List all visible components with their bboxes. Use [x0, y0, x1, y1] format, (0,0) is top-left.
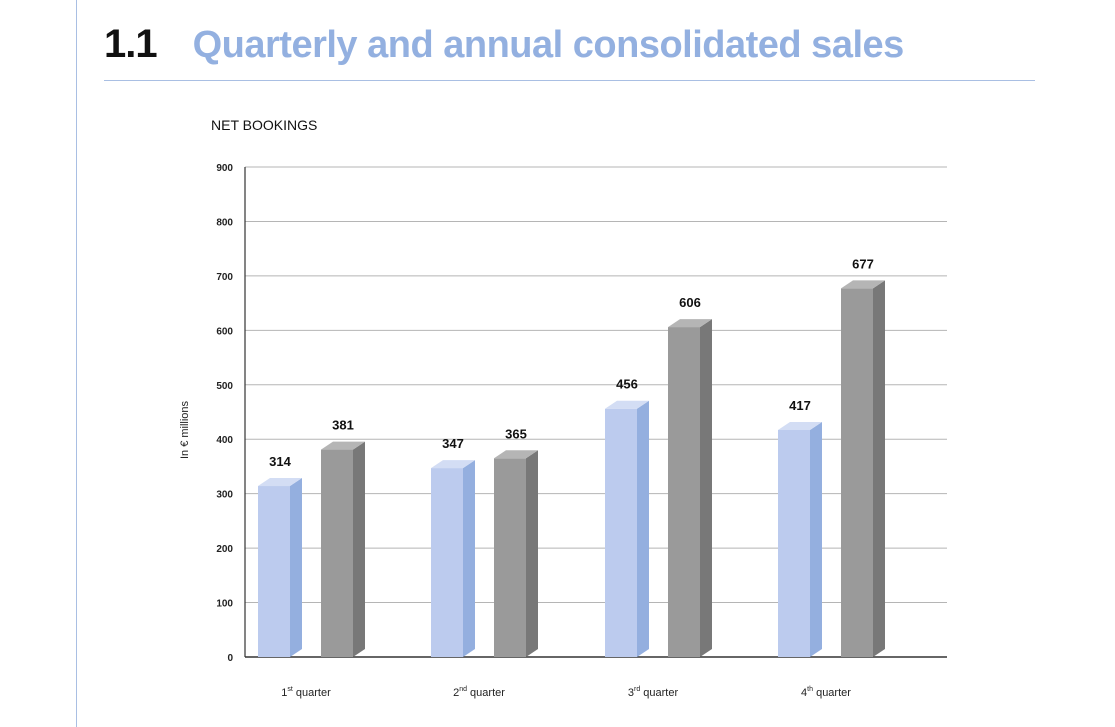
x-tick-label: 4th quarter — [801, 686, 851, 699]
bar-a-4 — [778, 421, 822, 657]
x-tick-sup: rd — [634, 686, 640, 693]
x-tick-rest: quarter — [813, 687, 851, 699]
bar-front — [431, 468, 463, 657]
data-label: 606 — [679, 295, 701, 310]
bar-top — [668, 319, 712, 328]
y-tick-label: 300 — [216, 490, 233, 501]
gridlines — [245, 166, 947, 604]
y-tick-label: 700 — [216, 272, 233, 283]
section-title: Quarterly and annual consolidated sales — [192, 24, 905, 66]
chart-title: NET BOOKINGS — [211, 117, 317, 133]
y-tick-label: 900 — [216, 163, 233, 174]
x-tick-rest: quarter — [293, 687, 331, 699]
bar-top — [494, 450, 538, 459]
bar-front — [321, 449, 353, 657]
x-tick-sup: st — [287, 686, 293, 693]
bar-side — [810, 421, 822, 657]
bar-front — [841, 288, 873, 657]
bar-front — [605, 408, 637, 657]
section-number: 1.1 — [104, 22, 158, 66]
axes — [244, 167, 947, 658]
data-label: 417 — [789, 398, 811, 413]
y-tick-label: 400 — [216, 435, 233, 446]
bar-b-3 — [668, 319, 712, 657]
x-tick-sup: nd — [459, 686, 467, 693]
bar-a-1 — [258, 478, 302, 657]
bar-front — [778, 429, 810, 657]
data-label: 347 — [442, 436, 464, 451]
bar-a-2 — [431, 460, 475, 657]
x-tick-num: 4 — [801, 687, 807, 699]
bar-side — [637, 400, 649, 657]
y-tick-label: 500 — [216, 381, 233, 392]
bar-side — [463, 460, 475, 657]
bar-b-2 — [494, 450, 538, 657]
bar-front — [258, 486, 290, 657]
y-tick-label: 0 — [227, 653, 233, 664]
data-label: 456 — [616, 377, 638, 392]
bar-top — [321, 441, 365, 450]
x-tick-label: 2nd quarter — [453, 686, 505, 699]
bar-top — [258, 478, 302, 487]
bar-front — [494, 458, 526, 657]
y-tick-label: 800 — [216, 217, 233, 228]
left-margin-rule — [76, 0, 77, 727]
y-tick-label: 600 — [216, 326, 233, 337]
bars — [258, 280, 885, 657]
bar-front — [668, 327, 700, 657]
bar-top — [778, 421, 822, 430]
data-label: 677 — [852, 256, 874, 271]
bar-top — [605, 400, 649, 409]
x-tick-sup: th — [807, 686, 813, 693]
bar-b-1 — [321, 441, 365, 657]
x-tick-num: 2 — [453, 687, 459, 699]
y-axis-label: In € millions — [179, 400, 191, 459]
bar-side — [353, 441, 365, 657]
section-heading: 1.1 Quarterly and annual consolidated sa… — [104, 22, 904, 78]
bar-side — [873, 280, 885, 657]
data-label: 314 — [269, 454, 291, 469]
bar-b-4 — [841, 280, 885, 657]
bar-a-3 — [605, 400, 649, 657]
y-tick-label: 100 — [216, 599, 233, 610]
bar-side — [290, 478, 302, 657]
bar-top — [431, 460, 475, 469]
bar-side — [700, 319, 712, 657]
heading-divider — [104, 80, 1035, 81]
data-label: 365 — [505, 426, 527, 441]
data-label: 381 — [332, 418, 354, 433]
bar-side — [526, 450, 538, 657]
x-tick-num: 3 — [628, 687, 634, 699]
x-tick-label: 3rd quarter — [628, 686, 679, 699]
bar-top — [841, 280, 885, 289]
x-tick-rest: quarter — [640, 687, 678, 699]
x-tick-label: 1st quarter — [281, 686, 331, 699]
x-tick-num: 1 — [281, 687, 287, 699]
y-tick-label: 200 — [216, 544, 233, 555]
x-tick-rest: quarter — [467, 687, 505, 699]
